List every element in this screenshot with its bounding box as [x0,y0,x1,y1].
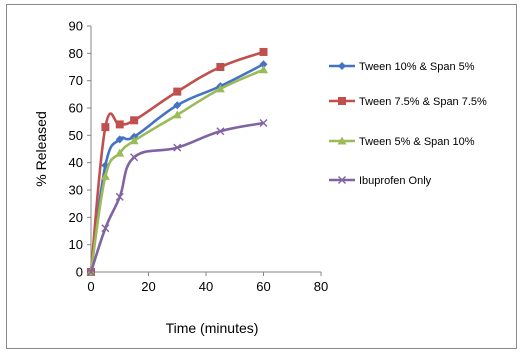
data-point [115,192,124,201]
data-point [100,171,110,180]
legend-marker [338,62,346,70]
data-point [101,224,110,233]
y-tick-label: 0 [76,265,83,280]
data-point [216,127,225,136]
data-point [101,123,110,132]
data-point [130,116,139,125]
y-tick-label: 90 [69,19,83,34]
y-tick-label: 70 [69,73,83,88]
y-axis-title: % Released [33,111,49,187]
series-layer [86,47,268,276]
data-point [259,65,268,74]
x-tick-label: 80 [314,279,328,294]
data-point [115,135,124,144]
axes: 0 10 20 30 40 50 60 70 80 90 0 20 40 60 80 [69,19,329,295]
series-2 [87,47,268,276]
data-point [130,153,139,162]
data-point [216,63,225,71]
data-point [115,148,125,157]
y-tick-label: 10 [69,237,83,252]
legend-label: Tween 5% & Span 10% [359,136,475,148]
data-point [87,268,95,276]
y-tick-label: 30 [69,183,83,198]
data-point [173,101,182,110]
y-tick-label: 80 [69,46,83,61]
y-tick-label: 50 [69,128,83,143]
series-3 [86,65,268,276]
data-point [172,110,182,119]
legend-label: Ibuprofen Only [359,175,432,187]
series-line [89,68,265,273]
legend-item: Tween 5% & Span 10% [329,136,475,148]
x-tick-label: 20 [141,279,155,294]
data-point [115,120,124,129]
series-4 [87,119,268,276]
y-tick-label: 40 [69,155,83,170]
data-point [259,60,268,69]
data-point [259,47,268,56]
data-point [215,84,225,93]
data-point [129,136,139,145]
x-tick-label: 60 [256,279,270,294]
legend: Tween 10% & Span 5% Tween 7.5% & Span 7.5… [329,61,487,187]
y-tick-label: 60 [69,101,83,116]
series-line [89,50,264,273]
data-point [173,87,182,96]
legend-marker [338,97,346,105]
legend-label: Tween 10% & Span 5% [359,61,475,73]
data-point [173,143,182,152]
x-tick-label: 40 [199,279,213,294]
legend-label: Tween 7.5% & Span 7.5% [359,96,487,108]
x-axis-title: Time (minutes) [166,320,259,336]
legend-marker [338,176,346,184]
series-line [89,121,264,273]
legend-item: Tween 10% & Span 5% [329,61,475,73]
legend-marker [337,136,347,145]
x-tick-label: 0 [87,279,94,294]
legend-item: Ibuprofen Only [329,175,432,187]
y-tick-label: 20 [69,210,83,225]
legend-item: Tween 7.5% & Span 7.5% [329,96,487,108]
data-point [259,119,268,128]
